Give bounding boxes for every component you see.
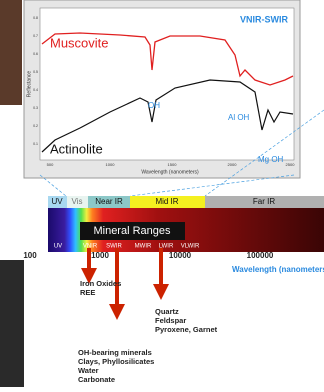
curve-label: Muscovite — [50, 35, 109, 50]
region-box — [88, 196, 130, 208]
x-ticks: 500 1000 1500 2000 2500 — [47, 162, 296, 167]
annotation: Al OH — [228, 113, 250, 122]
axis-ticks: 100 1000 10000 100000 — [23, 251, 274, 260]
regions: UV Vis Near IR Mid IR Far IR — [51, 197, 275, 206]
subregion-label: VNIR — [83, 244, 98, 250]
x-axis-label: Wavelength (nanometers) — [141, 169, 199, 175]
connectors — [39, 109, 324, 197]
x-tick-label: 2500 — [286, 162, 296, 167]
y-tick-label: 0.1 — [33, 142, 38, 146]
annotation: Mg OH — [258, 155, 284, 164]
region-box — [67, 196, 88, 208]
mineral-groups: Iron Oxides REE Quartz Feldspar Pyroxene… — [78, 279, 218, 384]
actinolite-curve — [41, 79, 294, 153]
curve-label: Actinolite — [50, 141, 103, 156]
muscovite-curve — [41, 32, 294, 86]
chart-title: VNIR-SWIR — [240, 14, 288, 24]
mineral-text: Carbonate — [78, 375, 115, 384]
mineral-text: Quartz — [155, 307, 179, 316]
region-label: Near IR — [95, 197, 123, 206]
mineral-text: OH-bearing minerals — [78, 348, 152, 357]
mineral-text: Feldspar — [155, 316, 186, 325]
x-tick-label: 1500 — [168, 162, 178, 167]
x-tick-label: 500 — [47, 162, 54, 167]
region-label: Mid IR — [155, 197, 178, 206]
y-tick-label: 0.4 — [33, 88, 38, 92]
annotation: OH — [148, 101, 160, 110]
axis-tick-label: 10000 — [169, 251, 192, 260]
region-box — [205, 196, 324, 208]
subregion-label: UV — [54, 244, 62, 250]
y-tick-label: 0.6 — [33, 52, 38, 56]
y-tick-label: 0.7 — [33, 34, 38, 38]
mineral-text: Pyroxene, Garnet — [155, 325, 218, 334]
y-tick-label: 0.8 — [33, 16, 38, 20]
rock-image — [0, 260, 24, 387]
mineral-text: Clays, Phyllosilicates — [78, 357, 154, 366]
subregions: UV VNIR SWIR MWIR LWIR VLWIR — [54, 244, 200, 250]
arrows — [81, 248, 169, 320]
axis-tick-label: 100000 — [247, 251, 274, 260]
y-axis-label: Reflectance — [26, 71, 32, 98]
y-tick-label: 0.5 — [33, 70, 38, 74]
y-ticks: 0.8 0.7 0.6 0.5 0.4 0.3 0.2 0.1 — [33, 16, 38, 146]
x-tick-label: 2000 — [228, 162, 238, 167]
mineral-text: Water — [78, 366, 99, 375]
region-box — [130, 196, 205, 208]
x-tick-label: 1000 — [106, 162, 116, 167]
mineral-text: Iron Oxides — [80, 279, 121, 288]
region-label: Vis — [72, 197, 83, 206]
region-box — [48, 196, 67, 208]
plot-area — [39, 7, 295, 161]
subregion-label: LWIR — [159, 244, 174, 250]
y-tick-label: 0.3 — [33, 106, 38, 110]
region-label: Far IR — [253, 197, 275, 206]
subregion-label: VLWIR — [181, 244, 200, 250]
label-box — [80, 222, 185, 240]
subregion-label: SWIR — [106, 244, 122, 250]
rock-image — [0, 0, 22, 105]
y-tick-label: 0.2 — [33, 124, 38, 128]
mineral-text: REE — [80, 288, 95, 297]
axis-tick-label: 100 — [23, 251, 37, 260]
band-label: Mineral Ranges — [93, 225, 171, 237]
region-label: UV — [51, 197, 63, 206]
axis-label: Wavelength (nanometers — [232, 265, 324, 274]
subregion-label: MWIR — [135, 244, 152, 250]
axis-tick-label: 1000 — [91, 251, 109, 260]
